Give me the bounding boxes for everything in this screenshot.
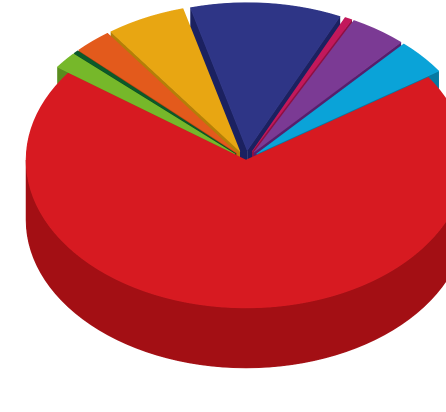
pie-slice-5 <box>110 8 241 152</box>
pie-slice-9 <box>256 43 440 155</box>
pie-tops <box>25 2 446 309</box>
pie-slice-1 <box>25 72 446 309</box>
pie-slice-8 <box>253 20 402 153</box>
pie-slice-6 <box>189 2 341 152</box>
pie-slice-3 <box>73 50 236 154</box>
pie-slice-4 <box>78 32 237 154</box>
pie-slice-7 <box>251 17 353 152</box>
pie-slice-2 <box>56 53 236 155</box>
